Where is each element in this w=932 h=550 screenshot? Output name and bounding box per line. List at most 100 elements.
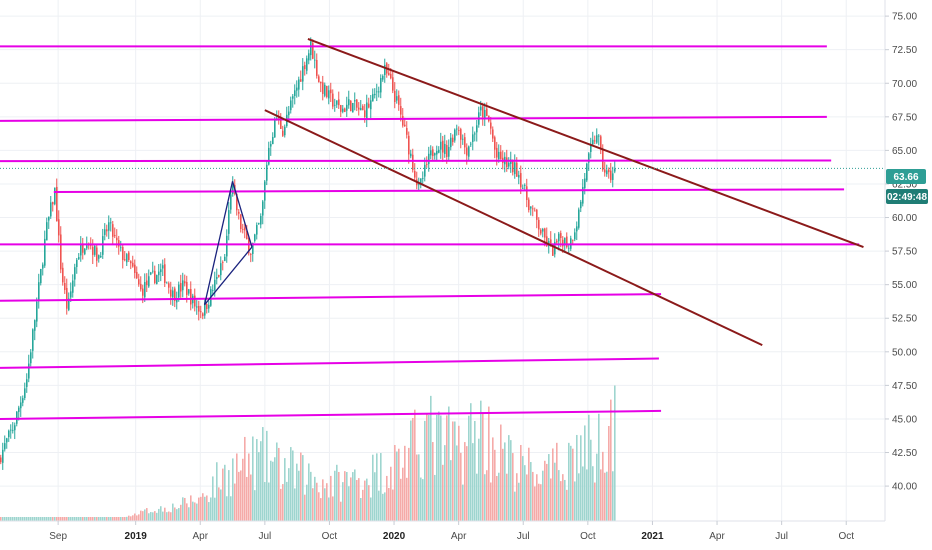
volume-bar xyxy=(580,435,582,521)
volume-bar xyxy=(128,515,130,521)
support-resistance-line[interactable] xyxy=(0,357,659,369)
support-resistance-line[interactable] xyxy=(0,293,662,302)
support-resistance-line[interactable] xyxy=(0,159,832,163)
candle-body xyxy=(194,295,196,307)
candle-body xyxy=(76,259,78,268)
volume-bar xyxy=(230,496,232,521)
volume-bar xyxy=(126,516,128,521)
candle-body xyxy=(242,229,244,230)
candle-body xyxy=(612,173,614,180)
volume-bar xyxy=(206,495,208,521)
candle-body xyxy=(508,162,510,167)
volume-bar xyxy=(232,458,234,521)
y-tick-label: 65.00 xyxy=(892,146,917,157)
volume-bar xyxy=(536,474,538,521)
pattern-line[interactable] xyxy=(231,181,253,248)
volume-bar xyxy=(428,414,430,521)
volume-bar xyxy=(64,517,66,521)
support-resistance-line[interactable] xyxy=(53,188,845,194)
volume-bar xyxy=(106,517,108,521)
volume-bar xyxy=(604,472,606,521)
candle-body xyxy=(458,130,460,131)
candle-body xyxy=(524,185,526,186)
candle-body xyxy=(334,104,336,106)
candle-body xyxy=(528,199,530,211)
volume-bar xyxy=(112,517,114,521)
volume-bar xyxy=(204,496,206,521)
candle-body xyxy=(584,178,586,189)
candle-body xyxy=(592,139,594,145)
volume-bar xyxy=(238,471,240,521)
volume-bar xyxy=(8,517,10,521)
channel-trend-line[interactable] xyxy=(264,109,763,346)
volume-bar xyxy=(36,517,38,521)
volume-bar xyxy=(100,517,102,521)
candle-body xyxy=(572,239,574,241)
candle-body xyxy=(444,143,446,154)
candle-body xyxy=(100,255,102,258)
volume-bar xyxy=(518,482,520,521)
candle-body xyxy=(240,214,242,230)
candle-body xyxy=(152,270,154,272)
volume-bar xyxy=(398,448,400,521)
candle-body xyxy=(36,301,38,322)
candle-body xyxy=(48,216,50,221)
candle-body xyxy=(520,173,522,188)
volume-bar xyxy=(282,484,284,521)
candle-body xyxy=(614,168,616,172)
volume-bar xyxy=(504,442,506,521)
candle-body xyxy=(288,111,290,116)
support-resistance-line[interactable] xyxy=(0,115,827,122)
volume-bar xyxy=(312,488,314,521)
candle-body xyxy=(238,211,240,214)
candle-body xyxy=(450,137,452,148)
volume-bar xyxy=(410,420,412,521)
volume-bar xyxy=(254,490,256,521)
candle-body xyxy=(154,270,156,283)
volume-bar xyxy=(476,473,478,521)
volume-bar xyxy=(596,453,598,521)
candle-body xyxy=(472,134,474,142)
candle-body xyxy=(216,277,218,279)
volume-bar xyxy=(352,472,354,521)
candle-body xyxy=(404,124,406,127)
x-tick-label: Jul xyxy=(517,531,530,542)
candle-body xyxy=(586,163,588,181)
volume-bar xyxy=(156,512,158,521)
volume-bar xyxy=(62,517,64,521)
candle-body xyxy=(494,137,496,150)
price-axis[interactable]: 75.00 72.50 70.00 67.50 65.00 62.50 60.00 57.50… xyxy=(884,0,932,521)
channel-trend-line[interactable] xyxy=(307,38,864,249)
candle-body xyxy=(362,106,364,111)
candle-body xyxy=(4,443,6,450)
candle-body xyxy=(44,238,46,266)
volume-bar xyxy=(318,492,320,521)
candle-body xyxy=(448,146,450,157)
volume-bar xyxy=(524,465,526,521)
candle-body xyxy=(610,170,612,181)
candle-body xyxy=(202,313,204,317)
candle-body xyxy=(236,193,238,211)
candle-body xyxy=(220,263,222,276)
candle-body xyxy=(398,95,400,105)
time-axis[interactable]: Sep 2019 Apr Jul Oct 2020 Apr Jul Oct 2021 Apr Jul O… xyxy=(0,520,932,550)
volume-bar xyxy=(294,488,296,521)
volume-bar xyxy=(258,452,260,521)
volume-bar xyxy=(314,476,316,521)
x-tick-label: 2019 xyxy=(125,531,148,542)
candle-body xyxy=(42,264,44,269)
volume-bar xyxy=(140,510,142,521)
pattern-line[interactable] xyxy=(204,246,253,306)
volume-bar xyxy=(378,490,380,521)
candle-body xyxy=(18,407,20,412)
volume-bar xyxy=(40,517,42,521)
candle-body xyxy=(490,122,492,129)
volume-bar xyxy=(360,498,362,521)
drawing-layer[interactable] xyxy=(0,38,864,420)
pattern-line[interactable] xyxy=(203,181,234,305)
candle-body xyxy=(482,106,484,118)
candle-body xyxy=(538,219,540,230)
support-resistance-line[interactable] xyxy=(0,409,662,420)
countdown-label: 02:49:48 xyxy=(887,192,927,203)
